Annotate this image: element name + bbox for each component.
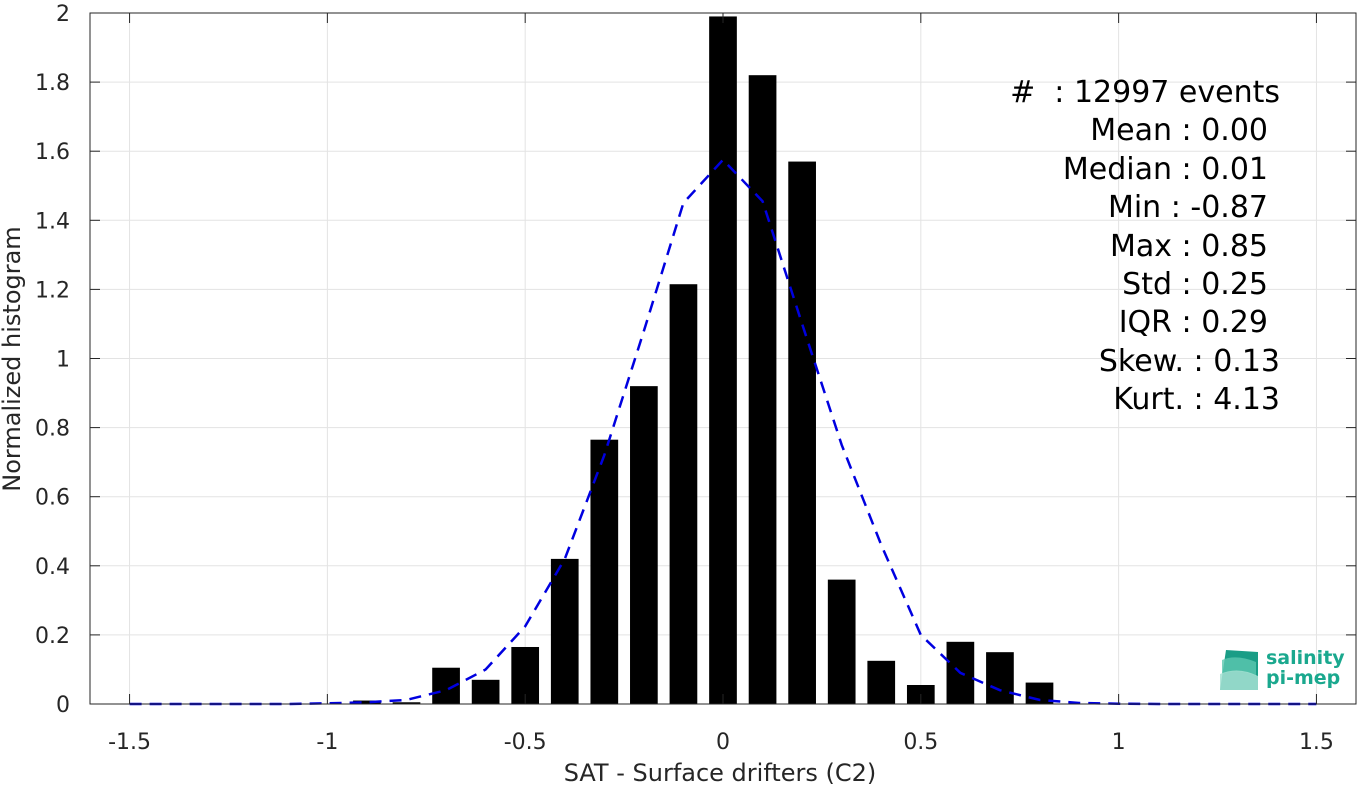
y-tick-label: 1.6 xyxy=(35,140,70,165)
y-tick-label: 0.8 xyxy=(35,417,70,442)
x-tick-label: -1.5 xyxy=(108,730,151,755)
y-tick-label: 0.2 xyxy=(35,624,70,649)
x-tick-label: 0 xyxy=(716,730,730,755)
logo-line-salinity: salinity xyxy=(1266,647,1345,669)
stat-max: Max : 0.85 xyxy=(1110,228,1268,264)
y-tick-label: 1.8 xyxy=(35,71,70,96)
salinity-pi-mep-logo-icon xyxy=(1220,650,1258,690)
histogram-bar xyxy=(630,386,658,704)
histogram-bar xyxy=(590,439,619,704)
histogram-bar xyxy=(788,161,816,704)
x-tick-label: -0.5 xyxy=(504,730,547,755)
stat-events: # : 12997 events xyxy=(1010,75,1280,110)
stat-skew: Skew. : 0.13 xyxy=(1098,343,1280,379)
histogram-bar xyxy=(748,75,777,704)
x-tick-label: 1.5 xyxy=(1299,730,1334,755)
y-tick-label: 2 xyxy=(56,2,70,27)
histogram-bar xyxy=(353,700,381,704)
histogram-bar xyxy=(471,679,500,704)
statistics-box: # : 12997 events Mean : 0.00 Median : 0.… xyxy=(960,74,1280,420)
y-tick-label: 0.4 xyxy=(35,555,70,580)
stat-std: Std : 0.25 xyxy=(1122,267,1268,303)
histogram-bar xyxy=(392,702,421,704)
x-axis-label: SAT - Surface drifters (C2) xyxy=(564,759,877,785)
stat-median: Median : 0.01 xyxy=(1062,151,1268,187)
y-tick-label: 0.6 xyxy=(35,486,70,511)
stat-min: Min : -0.87 xyxy=(1107,190,1268,226)
logo-line-pi-mep: pi-mep xyxy=(1266,667,1341,689)
stat-mean: Mean : 0.00 xyxy=(1090,113,1268,149)
histogram-bar xyxy=(986,652,1014,704)
x-axis-ticks: -1.5 -1 -0.5 0 0.5 1 1.5 xyxy=(108,13,1334,755)
y-tick-label: 1.4 xyxy=(35,209,70,234)
logo-text: salinity pi-mep xyxy=(1266,648,1345,688)
stat-kurt: Kurt. : 4.13 xyxy=(1113,382,1280,418)
histogram-bar xyxy=(827,579,856,704)
stat-iqr: IQR : 0.29 xyxy=(1118,305,1268,341)
x-tick-label: 0.5 xyxy=(903,730,938,755)
histogram-bar xyxy=(669,284,698,704)
x-tick-label: 1 xyxy=(1112,730,1126,755)
histogram-bar xyxy=(709,16,737,704)
y-axis-ticks: 0 0.2 0.4 0.6 0.8 1 1.2 1.4 1.6 1.8 2 xyxy=(35,2,1356,718)
histogram-bar xyxy=(550,558,579,704)
y-tick-label: 1.2 xyxy=(35,278,70,303)
y-axis-label: Normalized histogram xyxy=(0,226,26,491)
x-tick-label: -1 xyxy=(316,730,338,755)
y-tick-label: 1 xyxy=(56,348,70,373)
y-tick-label: 0 xyxy=(56,693,70,718)
histogram-bars xyxy=(353,16,1054,704)
histogram-bar xyxy=(867,660,896,704)
